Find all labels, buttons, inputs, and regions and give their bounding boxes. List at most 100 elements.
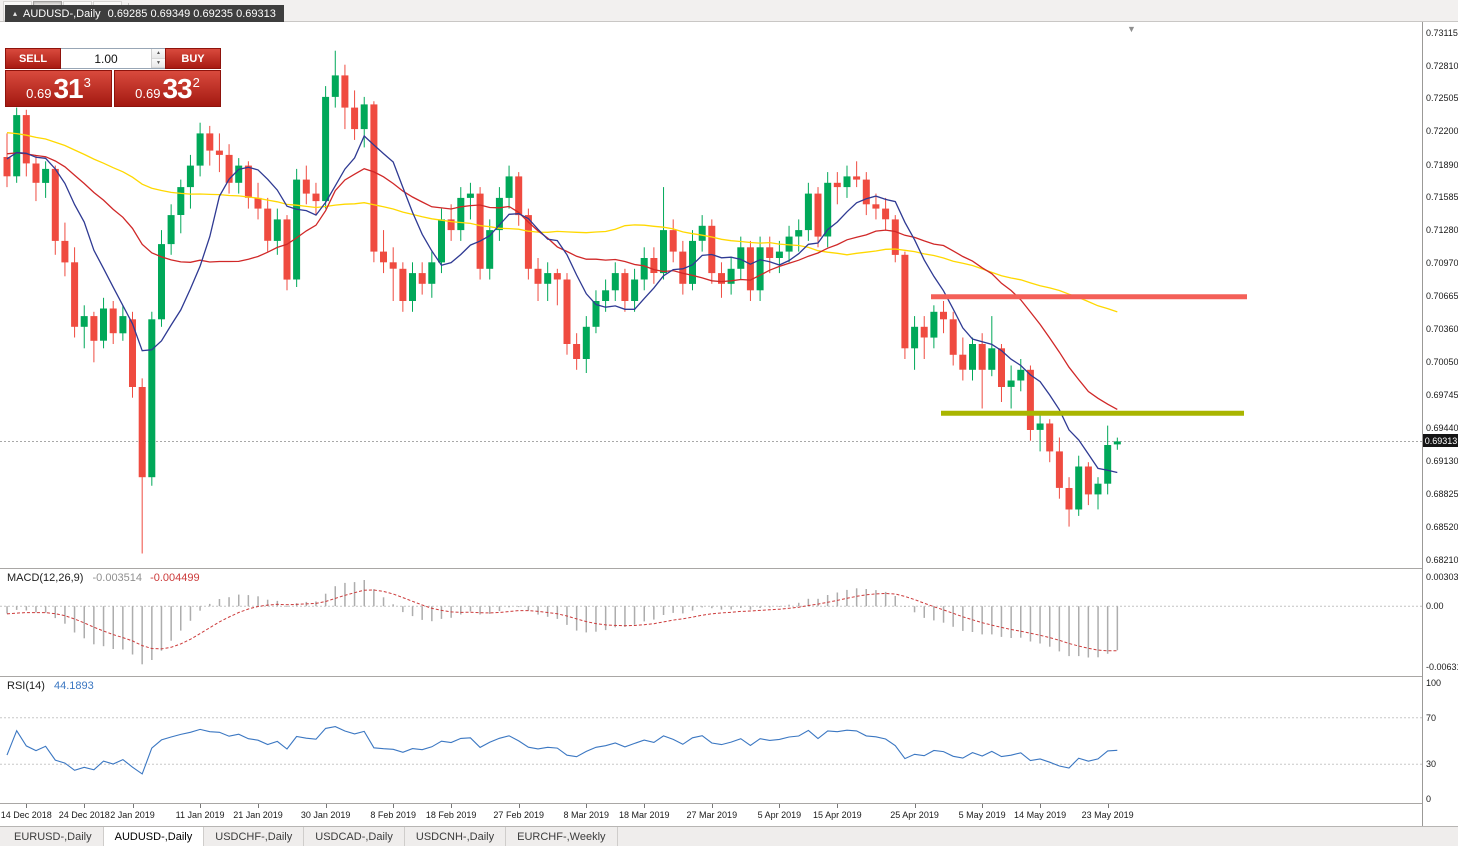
chart-symbol-title: AUDUSD-,Daily [23,7,101,20]
candlestick-chart [0,50,1422,554]
chart-shift-marker-icon[interactable]: ▼ [1127,24,1136,34]
rsi-axis-label: 0 [1426,794,1432,804]
date-tick [586,804,588,808]
tab-usdchf-daily[interactable]: USDCHF-,Daily [204,827,305,846]
date-axis-label: 21 Jan 2019 [233,810,283,820]
panel-separator[interactable] [0,676,1458,677]
chart-ohlc-values: 0.69285 0.69349 0.69235 0.69313 [107,7,276,20]
rsi-line [6,726,1118,775]
buy-price-big-digits: 33 [162,72,192,104]
price-axis-label: 0.72505 [1426,93,1458,104]
date-axis-label: 2 Jan 2019 [110,810,155,820]
tab-audusd-daily[interactable]: AUDUSD-,Daily [103,827,205,846]
chart-title-bar: ▴ AUDUSD-,Daily 0.69285 0.69349 0.69235 … [5,5,284,22]
date-tick [711,804,713,808]
tab-usdcnh-daily[interactable]: USDCNH-,Daily [405,827,507,846]
tab-eurchf-weekly[interactable]: EURCHF-,Weekly [506,827,618,846]
current-price-badge: 0.69313 [1423,434,1458,448]
collapse-icon[interactable]: ▴ [13,9,18,18]
date-axis-label: 5 Apr 2019 [757,810,802,820]
volume-spinner: ▲ ▼ [151,49,165,68]
date-tick [1107,804,1109,808]
volume-increase-button[interactable]: ▲ [152,49,165,59]
date-tick [914,804,916,808]
price-axis-label: 0.68825 [1426,488,1458,499]
date-axis-label: 24 Dec 2018 [58,810,110,820]
price-axis-label: 0.70665 [1426,291,1458,302]
price-axis-label: 0.70360 [1426,323,1458,334]
rsi-axis-label: 70 [1426,712,1437,723]
date-axis-label: 11 Jan 2019 [175,810,225,820]
price-axis-label: 0.70050 [1426,357,1458,368]
macd-title: MACD(12,26,9) [7,572,84,584]
macd-axis-label: 0.00 [1426,601,1444,612]
sell-price-big-digits: 31 [53,72,83,104]
rsi-chart [0,717,1422,775]
date-axis-label: 15 Apr 2019 [813,810,862,820]
date-axis-label: 8 Feb 2019 [370,810,416,820]
macd-signal-line [6,589,1118,652]
sell-button[interactable]: SELL [5,48,61,69]
sell-price-prefix: 0.69 [26,85,52,101]
date-tick [393,804,395,808]
macd-label: MACD(12,26,9) -0.003514 -0.004499 [7,572,200,584]
date-tick [451,804,453,808]
volume-input[interactable] [61,49,151,68]
buy-price-pip-digit: 2 [192,74,200,90]
date-axis-label: 27 Mar 2019 [686,810,738,820]
macd-main-value: -0.003514 [92,572,143,584]
date-tick [132,804,134,808]
ma-slow-line [6,132,1118,313]
buy-price-button[interactable]: 0.69 33 2 [114,70,221,107]
macd-chart [0,580,1422,665]
ma-fast-line [6,134,1118,474]
volume-decrease-button[interactable]: ▼ [152,58,165,68]
date-axis-label: 25 Apr 2019 [890,810,939,820]
buy-button[interactable]: BUY [165,48,221,69]
price-axis-label: 0.68520 [1426,521,1458,532]
price-axis-label: 0.72810 [1426,60,1458,71]
rsi-label: RSI(14) 44.1893 [7,680,94,692]
date-tick [837,804,839,808]
date-axis-label: 14 May 2019 [1014,810,1067,820]
macd-signal-value: -0.004499 [150,572,200,584]
date-tick [84,804,86,808]
volume-field: ▲ ▼ [61,48,165,69]
sell-price-button[interactable]: 0.69 31 3 [5,70,112,107]
macd-axis-label: -0.00631 [1426,662,1458,672]
panel-separator [0,803,1458,804]
one-click-trading-panel: SELL ▲ ▼ BUY 0.69 31 3 0.69 33 2 [5,48,221,107]
date-tick [26,804,28,808]
price-axis-label: 0.69440 [1426,422,1458,433]
buy-price-prefix: 0.69 [135,85,161,101]
date-tick [1040,804,1042,808]
date-tick [325,804,327,808]
date-tick [982,804,984,808]
rsi-axis-label: 30 [1426,759,1437,770]
price-axis-label: 0.73115 [1426,27,1458,38]
price-axis-label: 0.72200 [1426,126,1458,137]
date-axis-label: 18 Feb 2019 [425,810,477,820]
date-axis-label: 14 Dec 2018 [0,810,52,820]
tab-usdcad-daily[interactable]: USDCAD-,Daily [304,827,405,846]
date-tick [200,804,202,808]
date-axis[interactable]: 14 Dec 2018 24 Dec 2018 2 Jan 2019 11 Jan 2… [0,804,1422,826]
date-axis-label: 18 Mar 2019 [618,810,670,820]
price-axis-label: 0.69745 [1426,390,1458,401]
macd-histogram [6,580,1119,665]
date-tick [779,804,781,808]
panel-separator[interactable] [0,568,1458,569]
ma-mid-line [6,152,1118,410]
price-axis-label: 0.68210 [1426,554,1458,565]
date-tick [518,804,520,808]
date-tick [258,804,260,808]
date-axis-label: 27 Feb 2019 [493,810,544,820]
price-axis[interactable]: 0.69313 0.73115 0.72810 0.72505 0.72200 0.71… [1422,22,1458,826]
price-axis-label: 0.70970 [1426,258,1458,269]
tab-eurusd-daily[interactable]: EURUSD-,Daily [3,827,104,846]
rsi-axis-label: 100 [1426,678,1442,688]
rsi-value: 44.1893 [53,680,94,692]
date-tick [644,804,646,808]
rsi-title: RSI(14) [7,680,45,692]
